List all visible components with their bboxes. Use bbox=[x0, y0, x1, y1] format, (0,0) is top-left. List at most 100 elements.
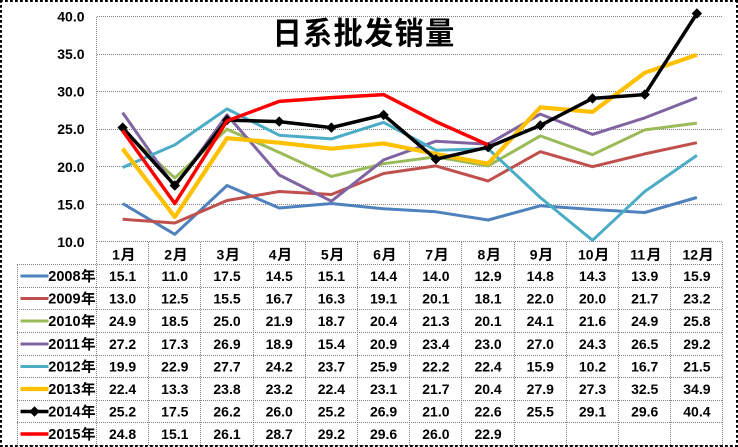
svg-text:22.0: 22.0 bbox=[527, 291, 554, 307]
svg-text:23.2: 23.2 bbox=[683, 291, 710, 307]
svg-text:8: 8 bbox=[478, 247, 486, 263]
svg-text:17.5: 17.5 bbox=[213, 268, 240, 284]
svg-text:20.4: 20.4 bbox=[370, 313, 397, 329]
svg-text:14.0: 14.0 bbox=[422, 268, 449, 284]
svg-text:29.2: 29.2 bbox=[683, 336, 710, 352]
svg-text:26.1: 26.1 bbox=[213, 426, 240, 442]
svg-text:19.1: 19.1 bbox=[370, 291, 397, 307]
svg-text:21.0: 21.0 bbox=[422, 404, 449, 420]
svg-text:12.5: 12.5 bbox=[161, 291, 188, 307]
svg-text:3: 3 bbox=[217, 247, 225, 263]
svg-text:15.4: 15.4 bbox=[318, 336, 345, 352]
svg-text:23.7: 23.7 bbox=[318, 359, 345, 375]
svg-text:25.0: 25.0 bbox=[213, 313, 240, 329]
svg-text:20.4: 20.4 bbox=[474, 381, 501, 397]
svg-text:20.1: 20.1 bbox=[422, 291, 449, 307]
svg-text:22.9: 22.9 bbox=[474, 426, 501, 442]
svg-text:2008: 2008 bbox=[48, 269, 80, 285]
svg-text:25.2: 25.2 bbox=[109, 404, 136, 420]
svg-text:18.5: 18.5 bbox=[161, 313, 188, 329]
svg-text:2015: 2015 bbox=[48, 427, 80, 443]
svg-text:20.0: 20.0 bbox=[57, 159, 84, 175]
svg-text:24.9: 24.9 bbox=[109, 313, 136, 329]
svg-text:15.1: 15.1 bbox=[109, 268, 136, 284]
svg-text:14.5: 14.5 bbox=[266, 268, 293, 284]
svg-text:18.7: 18.7 bbox=[318, 313, 345, 329]
svg-text:10: 10 bbox=[578, 247, 594, 263]
svg-text:30.0: 30.0 bbox=[57, 84, 84, 100]
svg-text:6: 6 bbox=[373, 247, 381, 263]
svg-text:22.4: 22.4 bbox=[109, 381, 136, 397]
svg-text:16.7: 16.7 bbox=[266, 291, 293, 307]
svg-text:23.2: 23.2 bbox=[266, 381, 293, 397]
svg-text:25.0: 25.0 bbox=[57, 121, 84, 137]
svg-text:15.5: 15.5 bbox=[213, 291, 240, 307]
svg-text:11: 11 bbox=[630, 247, 645, 263]
svg-text:20.9: 20.9 bbox=[370, 336, 397, 352]
svg-text:13.9: 13.9 bbox=[631, 268, 658, 284]
svg-text:21.7: 21.7 bbox=[422, 381, 449, 397]
svg-text:26.0: 26.0 bbox=[266, 404, 293, 420]
svg-text:24.9: 24.9 bbox=[631, 313, 658, 329]
svg-text:15.9: 15.9 bbox=[527, 359, 554, 375]
svg-text:23.1: 23.1 bbox=[370, 381, 397, 397]
svg-text:24.3: 24.3 bbox=[579, 336, 606, 352]
svg-text:15.9: 15.9 bbox=[683, 268, 710, 284]
svg-text:14.8: 14.8 bbox=[527, 268, 554, 284]
svg-text:2014: 2014 bbox=[48, 405, 80, 421]
svg-text:21.9: 21.9 bbox=[266, 313, 293, 329]
svg-text:13.3: 13.3 bbox=[161, 381, 188, 397]
svg-text:22.6: 22.6 bbox=[474, 404, 501, 420]
svg-text:2013: 2013 bbox=[48, 382, 80, 398]
svg-text:29.6: 29.6 bbox=[631, 404, 658, 420]
svg-text:40.0: 40.0 bbox=[57, 9, 84, 25]
svg-text:21.3: 21.3 bbox=[422, 313, 449, 329]
svg-text:32.5: 32.5 bbox=[631, 381, 658, 397]
svg-text:7: 7 bbox=[425, 247, 433, 263]
svg-text:22.4: 22.4 bbox=[474, 359, 501, 375]
svg-text:17.5: 17.5 bbox=[161, 404, 188, 420]
svg-text:24.2: 24.2 bbox=[266, 359, 293, 375]
svg-text:28.7: 28.7 bbox=[266, 426, 293, 442]
svg-text:29.2: 29.2 bbox=[318, 426, 345, 442]
svg-text:21.5: 21.5 bbox=[683, 359, 710, 375]
svg-text:4: 4 bbox=[269, 247, 277, 263]
svg-text:19.9: 19.9 bbox=[109, 359, 136, 375]
svg-text:11.0: 11.0 bbox=[162, 268, 189, 284]
svg-text:14.3: 14.3 bbox=[579, 268, 606, 284]
svg-text:14.4: 14.4 bbox=[370, 268, 397, 284]
svg-text:22.4: 22.4 bbox=[318, 381, 345, 397]
svg-text:10.2: 10.2 bbox=[579, 359, 606, 375]
svg-text:10.0: 10.0 bbox=[57, 234, 84, 250]
svg-text:26.5: 26.5 bbox=[631, 336, 658, 352]
svg-text:16.3: 16.3 bbox=[318, 291, 345, 307]
svg-text:26.9: 26.9 bbox=[370, 404, 397, 420]
svg-text:16.7: 16.7 bbox=[631, 359, 658, 375]
svg-text:18.1: 18.1 bbox=[474, 291, 501, 307]
svg-text:23.0: 23.0 bbox=[474, 336, 501, 352]
svg-text:18.9: 18.9 bbox=[266, 336, 293, 352]
svg-text:1: 1 bbox=[112, 247, 120, 263]
svg-text:2011: 2011 bbox=[48, 337, 79, 353]
svg-text:22.9: 22.9 bbox=[161, 359, 188, 375]
svg-text:25.8: 25.8 bbox=[683, 313, 710, 329]
svg-text:24.1: 24.1 bbox=[527, 313, 554, 329]
svg-text:22.2: 22.2 bbox=[422, 359, 449, 375]
svg-text:27.3: 27.3 bbox=[579, 381, 606, 397]
svg-text:26.9: 26.9 bbox=[213, 336, 240, 352]
svg-text:25.2: 25.2 bbox=[318, 404, 345, 420]
svg-text:17.3: 17.3 bbox=[161, 336, 188, 352]
svg-text:24.8: 24.8 bbox=[109, 426, 136, 442]
svg-text:27.9: 27.9 bbox=[527, 381, 554, 397]
svg-text:2: 2 bbox=[164, 247, 172, 263]
svg-text:12.9: 12.9 bbox=[474, 268, 501, 284]
svg-text:2009: 2009 bbox=[48, 292, 80, 308]
svg-text:15.1: 15.1 bbox=[161, 426, 188, 442]
svg-text:25.9: 25.9 bbox=[370, 359, 397, 375]
svg-text:20.0: 20.0 bbox=[579, 291, 606, 307]
svg-text:15.1: 15.1 bbox=[318, 268, 345, 284]
svg-text:21.6: 21.6 bbox=[579, 313, 606, 329]
svg-text:2012: 2012 bbox=[48, 360, 80, 376]
svg-text:34.9: 34.9 bbox=[683, 381, 710, 397]
svg-text:40.4: 40.4 bbox=[683, 404, 710, 420]
